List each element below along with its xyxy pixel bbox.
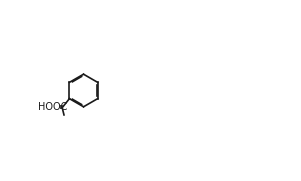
Text: HOOC: HOOC bbox=[38, 102, 67, 112]
